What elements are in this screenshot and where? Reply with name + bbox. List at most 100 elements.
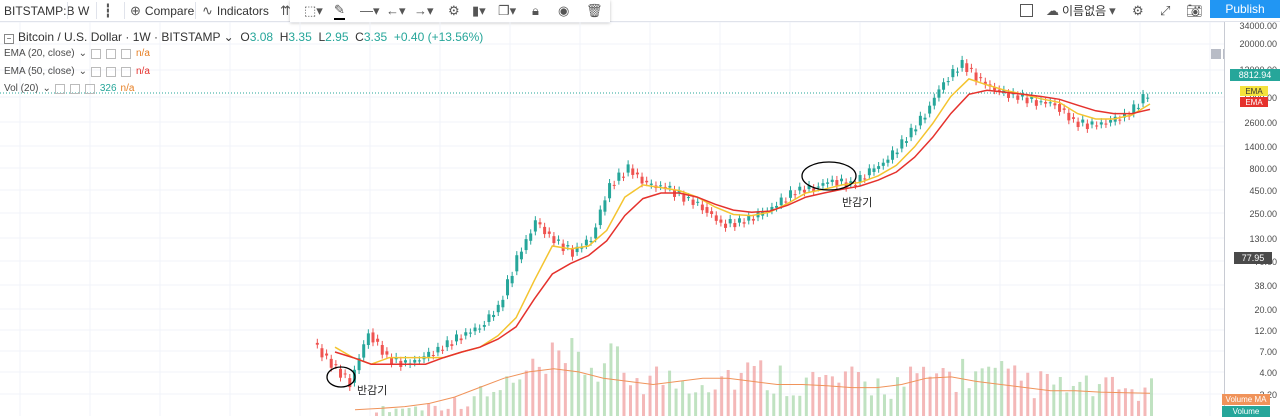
candle-body — [1090, 121, 1094, 125]
snapshot-button[interactable]: 📷︎ — [1186, 0, 1203, 21]
pane-minimize-button[interactable] — [1211, 49, 1221, 59]
candle-body — [714, 215, 718, 221]
interval-button[interactable]: W — [78, 0, 89, 21]
visibility-icon[interactable] — [90, 66, 101, 77]
candle-body — [547, 231, 551, 234]
publish-button[interactable]: Publish — [1210, 0, 1280, 18]
candle-body — [1025, 97, 1029, 104]
axis-tick: 38.00 — [1254, 281, 1277, 291]
settings-icon[interactable] — [105, 48, 116, 59]
layout-save-button[interactable]: ☁ 이름없음 ▾ — [1046, 0, 1116, 21]
delete-button[interactable]: 🗑︎ — [586, 0, 603, 21]
chevron-down-icon[interactable]: ⌄ — [220, 30, 238, 44]
volume-bar — [1071, 385, 1075, 416]
candle-body — [802, 189, 806, 193]
chevron-down-icon[interactable]: ⌄ — [78, 48, 87, 59]
candle-body — [431, 354, 435, 356]
templates-button[interactable]: ⇈ — [280, 0, 291, 21]
price-axis[interactable]: 34000.00 20000.00 12000.00 5000.00 2600.… — [1222, 21, 1280, 417]
line-start-button[interactable]: ←▾ — [386, 0, 406, 21]
candle-body — [580, 247, 584, 249]
candle-body — [719, 219, 723, 223]
compare-label: Compare — [144, 3, 195, 18]
volume-bar — [843, 371, 847, 416]
candle-body — [784, 201, 788, 203]
candle-body — [1067, 112, 1071, 121]
chart-style-button[interactable]: ┇ — [104, 0, 112, 21]
top-toolbar: BITSTAMP:B W ┇ ⊕ Compare ∿ Indicators ⇈ ⬚▾… — [0, 0, 1280, 22]
chevron-down-icon[interactable]: ⌄ — [78, 66, 87, 77]
chart-settings-button[interactable]: ⚙ — [1132, 0, 1144, 21]
candle-body — [1058, 104, 1062, 112]
candle-body — [339, 368, 343, 378]
eye-icon: ◉ — [558, 2, 570, 18]
volume-bar — [1019, 380, 1023, 416]
line-end-button[interactable]: →▾ — [414, 0, 434, 21]
volume-bar — [440, 410, 444, 416]
volume-bar — [1110, 376, 1114, 416]
volume-bar — [602, 363, 606, 416]
candle-body — [914, 129, 918, 132]
candle-body — [1062, 108, 1066, 110]
collapse-icon[interactable]: − — [4, 34, 14, 44]
indicators-button[interactable]: ∿ Indicators — [202, 0, 269, 21]
candle-body — [329, 358, 333, 368]
selection-tool-button[interactable]: ⬚▾ — [304, 0, 323, 21]
volume-bar — [876, 378, 880, 416]
dashed-rect-icon: ⬚▾ — [304, 2, 323, 18]
fullscreen-toggle[interactable] — [1020, 0, 1033, 21]
volume-bar — [746, 362, 750, 416]
halving-annotation: 반감기 — [842, 197, 873, 209]
volume-bar — [882, 394, 886, 416]
indicator-value: 326 — [99, 83, 117, 94]
close-icon[interactable] — [84, 83, 95, 94]
candle-body — [315, 342, 319, 345]
candle-body — [348, 378, 352, 388]
volume-bar — [785, 396, 789, 416]
axis-tick: 12.00 — [1254, 326, 1277, 336]
price-chart[interactable] — [0, 22, 1225, 416]
candle-body — [325, 353, 329, 356]
candle-body — [1081, 119, 1085, 123]
visibility-icon[interactable] — [54, 83, 65, 94]
visibility-icon[interactable] — [90, 48, 101, 59]
candle-body — [343, 373, 347, 375]
volume-bar — [707, 392, 711, 416]
volume-bar — [687, 393, 691, 416]
plus-circle-icon: ⊕ — [130, 2, 141, 18]
candle-body — [960, 59, 964, 68]
toolbar-divider — [195, 2, 196, 19]
settings-icon[interactable] — [69, 83, 80, 94]
volume-bar — [615, 346, 619, 416]
clone-button[interactable]: ❐▾ — [498, 0, 516, 21]
close-icon[interactable] — [120, 66, 131, 77]
candle-body — [1136, 107, 1140, 109]
volume-bar — [961, 358, 965, 416]
volume-bar — [622, 372, 626, 416]
candle-body — [770, 206, 774, 211]
fullscreen-button[interactable]: ⤢ — [1160, 0, 1170, 21]
candle-body — [830, 179, 834, 182]
candle-body — [390, 357, 394, 364]
candle-body — [1007, 93, 1011, 98]
candle-body — [1053, 103, 1057, 106]
candle-body — [621, 176, 625, 178]
compare-button[interactable]: ⊕ Compare — [130, 0, 194, 21]
close-icon[interactable] — [120, 48, 131, 59]
volume-bar — [1123, 388, 1127, 416]
high-value: 3.35 — [288, 30, 312, 44]
brush-tool-button[interactable]: ✎ — [334, 0, 345, 21]
lock-button[interactable]: 🔒︎ — [532, 0, 539, 21]
symbol-search[interactable]: BITSTAMP:B — [4, 0, 74, 21]
settings-button[interactable]: ⚙ — [448, 0, 460, 21]
visibility-button[interactable]: ◉ — [558, 0, 569, 21]
object-tree-button[interactable]: ▮▾ — [472, 0, 486, 21]
volume-bar — [655, 366, 659, 416]
line-style-button[interactable]: —▾ — [360, 0, 380, 21]
candle-body — [380, 345, 384, 355]
volume-bar — [1117, 389, 1121, 416]
chevron-down-icon[interactable]: ⌄ — [42, 83, 51, 94]
candle-body — [529, 233, 533, 241]
indicator-value: n/a — [135, 66, 150, 77]
settings-icon[interactable] — [105, 66, 116, 77]
